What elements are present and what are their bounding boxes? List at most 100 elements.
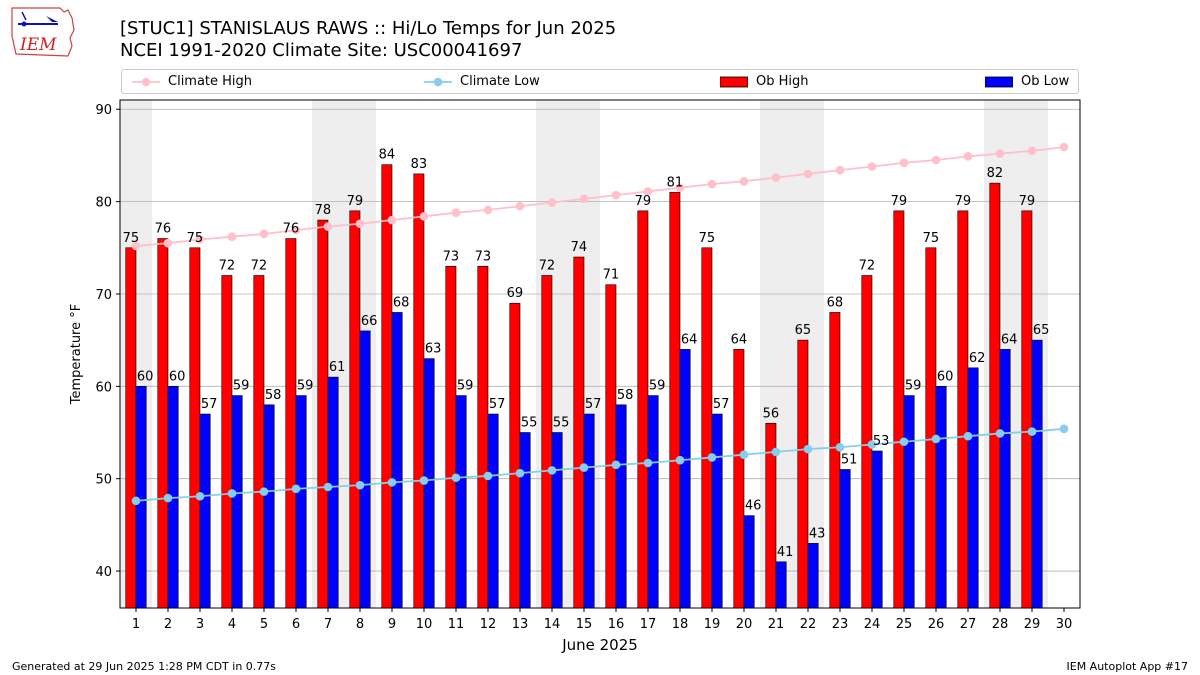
ob-low-label-2: 60: [169, 369, 186, 384]
climate-high-point-27: [963, 152, 973, 161]
x-tick-label-8: 8: [356, 617, 364, 632]
climate-low-line: [135, 427, 1065, 502]
ob-low-bar-3: [199, 413, 211, 609]
chart-subtitle: NCEI 1991-2020 Climate Site: USC00041697: [120, 40, 523, 61]
ob-high-bar-29: [1021, 210, 1033, 609]
x-tick-label-30: 30: [1056, 617, 1073, 632]
climate-low-point-20: [739, 450, 749, 459]
ob-low-label-8: 66: [361, 314, 378, 329]
ob-high-bar-11: [445, 265, 457, 609]
ob-low-bar-20: [743, 515, 755, 609]
climate-low-point-30: [1059, 424, 1069, 434]
climate-low-point-11: [451, 473, 461, 483]
climate-low-point-1: [131, 496, 141, 506]
climate-low-point-15: [579, 463, 589, 472]
climate-low-point-22: [803, 444, 813, 454]
ob-low-label-5: 58: [265, 388, 282, 403]
climate-high-point-15: [579, 194, 589, 204]
ob-high-bar-26: [925, 247, 937, 609]
ob-high-label-18: 81: [667, 175, 684, 190]
legend-climate-low-label: Climate Low: [460, 74, 540, 89]
ob-low-bar-9: [391, 312, 403, 609]
ob-high-bar-25: [893, 210, 905, 609]
ob-high-label-11: 73: [443, 249, 460, 264]
legend-climate-high-swatch: [132, 77, 160, 86]
ob-low-label-9: 68: [393, 295, 410, 310]
ob-high-label-22: 65: [795, 323, 812, 338]
ob-high-bar-4: [221, 275, 233, 609]
plot-frame: [119, 99, 1081, 609]
climate-high-point-22: [803, 169, 813, 179]
ob-low-bar-26: [935, 386, 947, 609]
ob-low-label-22: 43: [809, 526, 826, 541]
ob-low-bar-7: [327, 376, 339, 609]
climate-high-point-2: [163, 238, 173, 248]
ob-low-label-18: 64: [681, 332, 698, 347]
footer-app-text: IEM Autoplot App #17: [1066, 660, 1189, 673]
climate-low-point-19: [707, 453, 717, 462]
y-tick-label-60: 60: [95, 380, 112, 395]
climate-high-line: [135, 146, 1065, 247]
climate-low-point-17: [643, 458, 653, 468]
climate-low-point-26: [931, 434, 941, 444]
ob-high-bar-23: [829, 312, 841, 609]
climate-low-point-29: [1027, 427, 1037, 436]
ob-high-bar-28: [989, 182, 1001, 609]
climate-high-point-6: [291, 225, 301, 235]
climate-high-point-16: [611, 190, 621, 200]
ob-high-label-28: 82: [987, 166, 1004, 181]
ob-low-label-21: 41: [777, 545, 794, 560]
x-tick-label-2: 2: [164, 617, 172, 632]
ob-high-label-5: 72: [251, 258, 268, 273]
legend: Climate High Climate Low Ob High Ob Low: [121, 69, 1079, 94]
x-tick-label-7: 7: [324, 617, 332, 632]
x-tick-label-26: 26: [928, 617, 945, 632]
climate-high-point-20: [739, 176, 749, 186]
climate-high-point-21: [771, 173, 781, 182]
ob-high-label-14: 72: [539, 258, 556, 273]
ob-high-bar-3: [189, 247, 201, 609]
ob-high-label-24: 72: [859, 258, 876, 273]
ob-high-label-13: 69: [507, 286, 524, 301]
y-tick-label-90: 90: [95, 103, 112, 118]
ob-high-bar-22: [797, 339, 809, 609]
x-tick-label-16: 16: [608, 617, 625, 632]
iem-logo: IEM: [11, 7, 75, 57]
ob-low-bar-14: [551, 432, 563, 609]
y-tick-label-70: 70: [95, 288, 112, 303]
climate-high-point-28: [995, 149, 1005, 158]
ob-high-bar-27: [957, 210, 969, 609]
climate-high-point-12: [483, 205, 493, 215]
y-tick-label-40: 40: [95, 565, 112, 580]
climate-low-point-2: [163, 493, 173, 503]
ob-high-label-25: 79: [891, 194, 908, 209]
climate-low-point-24: [867, 440, 877, 449]
ob-low-label-28: 64: [1001, 332, 1018, 347]
x-tick-label-12: 12: [480, 617, 497, 632]
ob-high-label-15: 74: [571, 240, 588, 255]
legend-ob-high-label: Ob High: [756, 74, 809, 89]
climate-high-point-8: [355, 219, 365, 229]
legend-climate-high-label: Climate High: [168, 74, 253, 89]
climate-low-point-4: [227, 489, 237, 498]
y-axis-label: Temperature °F: [69, 304, 84, 405]
x-tick-label-22: 22: [800, 617, 817, 632]
legend-climate-low-swatch: [424, 77, 452, 86]
ob-high-bar-16: [605, 284, 617, 609]
ob-high-bar-5: [253, 275, 265, 609]
climate-low-point-6: [291, 484, 301, 494]
ob-low-bar-4: [231, 395, 243, 609]
climate-low-point-25: [899, 437, 909, 447]
climate-low-point-7: [323, 482, 333, 492]
climate-low-point-10: [419, 476, 429, 485]
climate-high-point-17: [643, 187, 653, 196]
ob-high-label-1: 75: [123, 231, 140, 246]
x-tick-label-21: 21: [768, 617, 785, 632]
climate-low-point-28: [995, 429, 1005, 438]
x-tick-label-11: 11: [448, 617, 465, 632]
ob-low-bar-5: [263, 404, 275, 609]
x-tick-label-19: 19: [704, 617, 721, 632]
ob-low-label-14: 55: [553, 416, 570, 431]
ob-high-bar-18: [669, 192, 681, 609]
